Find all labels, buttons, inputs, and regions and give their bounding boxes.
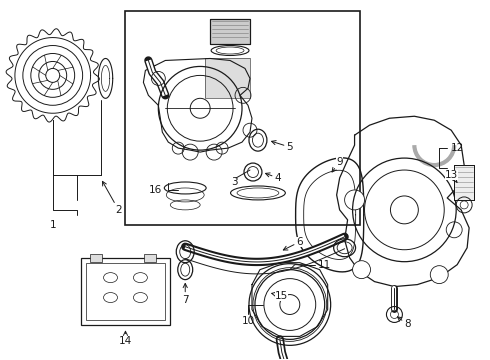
- Text: 14: 14: [119, 331, 132, 346]
- Bar: [145, 254, 156, 262]
- Bar: [205, 58, 250, 98]
- Text: 6: 6: [283, 237, 303, 250]
- Text: 8: 8: [397, 317, 411, 329]
- Bar: [454, 165, 474, 200]
- Text: 4: 4: [266, 173, 281, 183]
- Text: 15: 15: [271, 291, 289, 301]
- Text: 16: 16: [149, 185, 162, 195]
- Text: 5: 5: [271, 141, 293, 152]
- Circle shape: [430, 266, 448, 284]
- Text: 13: 13: [444, 170, 458, 182]
- Bar: [210, 19, 250, 44]
- Bar: [81, 258, 171, 325]
- Text: 12: 12: [451, 143, 465, 153]
- Bar: [125, 11, 360, 225]
- Bar: [454, 165, 474, 200]
- Bar: [90, 254, 101, 262]
- Text: 1: 1: [49, 220, 56, 230]
- Text: 10: 10: [242, 316, 254, 327]
- Bar: [205, 58, 250, 98]
- Text: 11: 11: [318, 260, 331, 270]
- Text: 9: 9: [332, 157, 343, 172]
- Circle shape: [353, 261, 370, 279]
- Bar: [86, 263, 165, 320]
- Text: 2: 2: [102, 181, 122, 215]
- Text: 3: 3: [231, 177, 237, 187]
- Bar: [210, 19, 250, 44]
- Text: 7: 7: [182, 283, 189, 305]
- Circle shape: [446, 222, 462, 238]
- Circle shape: [344, 190, 365, 210]
